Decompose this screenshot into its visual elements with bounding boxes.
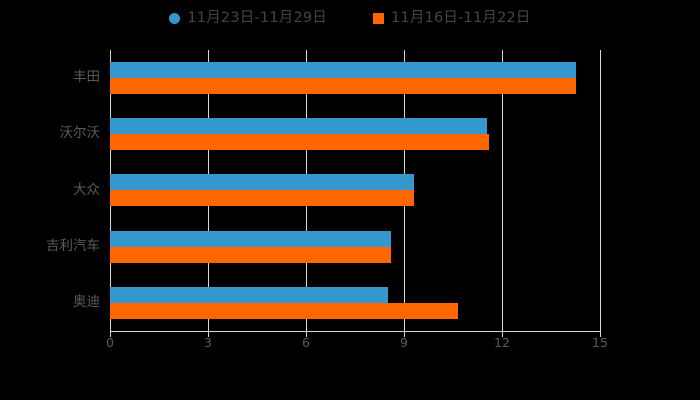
bar-group	[110, 162, 600, 218]
x-tick-mark-0	[110, 332, 111, 337]
bar-group	[110, 219, 600, 275]
bar-0[interactable]	[110, 174, 414, 191]
bar-group	[110, 106, 600, 162]
x-tick-label: 3	[204, 335, 212, 350]
x-tick-label: 0	[106, 335, 114, 350]
bar-group	[110, 275, 600, 331]
bar-1[interactable]	[110, 190, 414, 207]
legend-swatch-square-icon	[373, 12, 384, 24]
x-tick-label: 6	[302, 335, 310, 350]
gridline-4	[502, 50, 503, 331]
x-tick-mark-1	[208, 332, 209, 337]
y-axis-label: 丰田	[73, 69, 100, 86]
legend-item-0[interactable]: 11月23日-11月29日	[169, 11, 327, 26]
chart-legend: 11月23日-11月29日 11月16日-11月22日	[0, 6, 700, 30]
y-axis-label: 沃尔沃	[59, 125, 101, 142]
y-axis-label: 吉利汽车	[46, 237, 100, 254]
legend-item-1[interactable]: 11月16日-11月22日	[373, 11, 531, 26]
gridline-5	[600, 50, 601, 331]
bar-0[interactable]	[110, 62, 576, 79]
bar-0[interactable]	[110, 118, 488, 135]
bar-group	[110, 50, 600, 106]
bar-1[interactable]	[110, 246, 391, 263]
legend-label: 11月16日-11月22日	[391, 9, 531, 26]
bar-0[interactable]	[110, 230, 391, 247]
bar-1[interactable]	[110, 134, 489, 151]
x-tick-mark-3	[404, 332, 405, 337]
plot-area	[110, 50, 601, 331]
bar-1[interactable]	[110, 302, 458, 319]
bar-1[interactable]	[110, 78, 576, 95]
legend-swatch-circle-icon	[169, 12, 181, 24]
x-tick-label: 9	[400, 335, 408, 350]
x-tick-mark-2	[306, 332, 307, 337]
y-axis-label: 大众	[73, 181, 100, 198]
x-tick-label: 12	[494, 335, 510, 350]
bar-0[interactable]	[110, 286, 388, 303]
x-axis-line	[110, 331, 601, 332]
x-tick-mark-5	[600, 332, 601, 337]
x-tick-mark-4	[502, 332, 503, 337]
y-axis-label: 奥迪	[73, 293, 100, 310]
legend-label: 11月23日-11月29日	[187, 9, 327, 26]
x-tick-label: 15	[592, 335, 608, 350]
